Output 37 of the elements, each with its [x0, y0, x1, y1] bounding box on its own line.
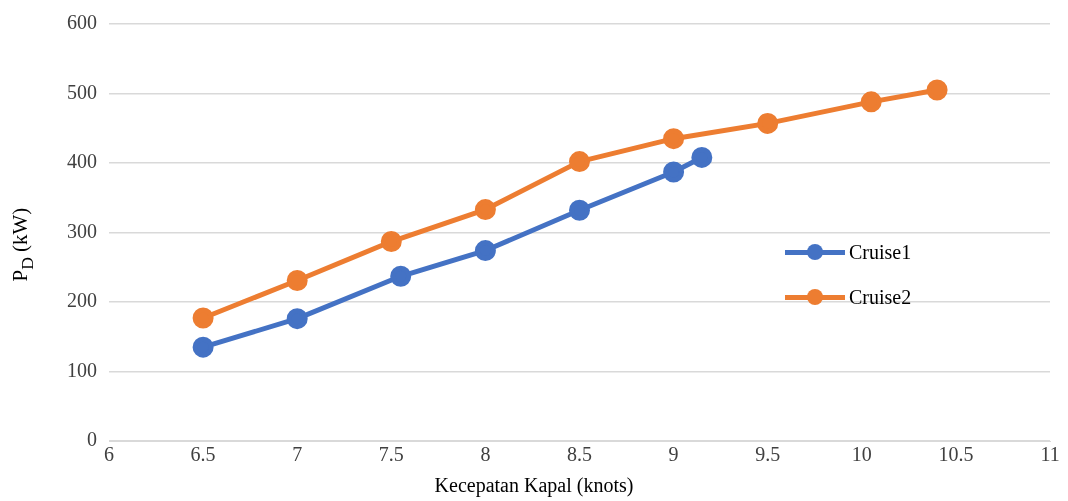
point	[569, 199, 590, 221]
x-tick-label: 10.5	[938, 443, 974, 466]
y-tick-label: 300	[67, 219, 97, 242]
y-tick-label: 600	[67, 11, 97, 34]
x-tick-label: 11	[1040, 443, 1060, 466]
point	[286, 269, 308, 291]
y-tick-label: 400	[67, 150, 97, 173]
x-tick-label: 9	[668, 443, 679, 466]
point	[663, 128, 685, 150]
legend-label: Cruise2	[849, 286, 912, 309]
point	[390, 265, 412, 287]
x-axis-title: Kecepatan Kapal (knots)	[433, 474, 635, 497]
point	[474, 240, 496, 262]
point	[192, 307, 214, 329]
point	[757, 112, 779, 134]
y-tick-label: 100	[67, 358, 97, 381]
y-tick-label: 500	[67, 80, 97, 103]
y-tick-label: 200	[67, 289, 97, 312]
point	[192, 336, 214, 358]
x-tick-label: 10	[851, 443, 872, 466]
x-tick-label: 6.5	[190, 443, 216, 466]
x-tick-label: 8.5	[567, 443, 592, 466]
point	[380, 231, 402, 253]
point	[474, 199, 496, 221]
point	[286, 308, 308, 330]
point	[860, 91, 882, 113]
point	[663, 161, 685, 183]
point	[691, 146, 713, 168]
point	[926, 79, 948, 101]
point	[569, 151, 590, 173]
legend-label: Cruise1	[849, 241, 912, 264]
x-tick-label: 7	[292, 443, 303, 466]
x-tick-label: 6	[104, 443, 114, 466]
x-tick-label: 9.5	[755, 443, 781, 466]
x-tick-label: 7.5	[378, 443, 404, 466]
x-tick-label: 8	[480, 443, 491, 466]
y-tick-label: 0	[87, 428, 97, 451]
